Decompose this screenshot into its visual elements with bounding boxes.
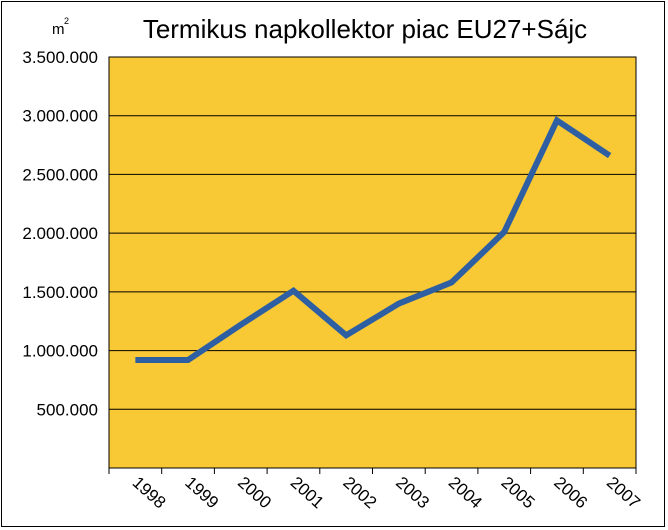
- y-tick-label: 3.500.000: [22, 48, 98, 67]
- x-tick-label: 2005: [498, 473, 539, 512]
- y-tick-label: 2.000.000: [22, 224, 98, 243]
- x-tick-label: 1998: [129, 473, 170, 512]
- y-axis-unit-label: m: [52, 21, 65, 38]
- x-tick-label: 2000: [234, 473, 275, 512]
- x-tick-label: 2004: [445, 473, 486, 512]
- y-tick-label: 500.000: [37, 400, 98, 419]
- chart-title: Termikus napkollektor piac EU27+Sájc: [143, 14, 587, 44]
- y-tick-label: 1.000.000: [22, 342, 98, 361]
- y-tick-label: 2.500.000: [22, 165, 98, 184]
- x-tick-label: 2006: [550, 473, 591, 512]
- x-tick-label: 2007: [603, 473, 644, 512]
- y-axis-unit-superscript: 2: [64, 16, 69, 26]
- x-tick-label: 2003: [392, 473, 433, 512]
- x-tick-label: 2002: [339, 473, 380, 512]
- y-tick-label: 3.000.000: [22, 107, 98, 126]
- x-tick-label: 2001: [287, 473, 328, 512]
- plot-border: [108, 56, 637, 468]
- y-tick-label: 1.500.000: [22, 283, 98, 302]
- series-line: [135, 115, 612, 363]
- plot-area: [109, 57, 636, 468]
- x-tick-label: 1999: [181, 473, 222, 512]
